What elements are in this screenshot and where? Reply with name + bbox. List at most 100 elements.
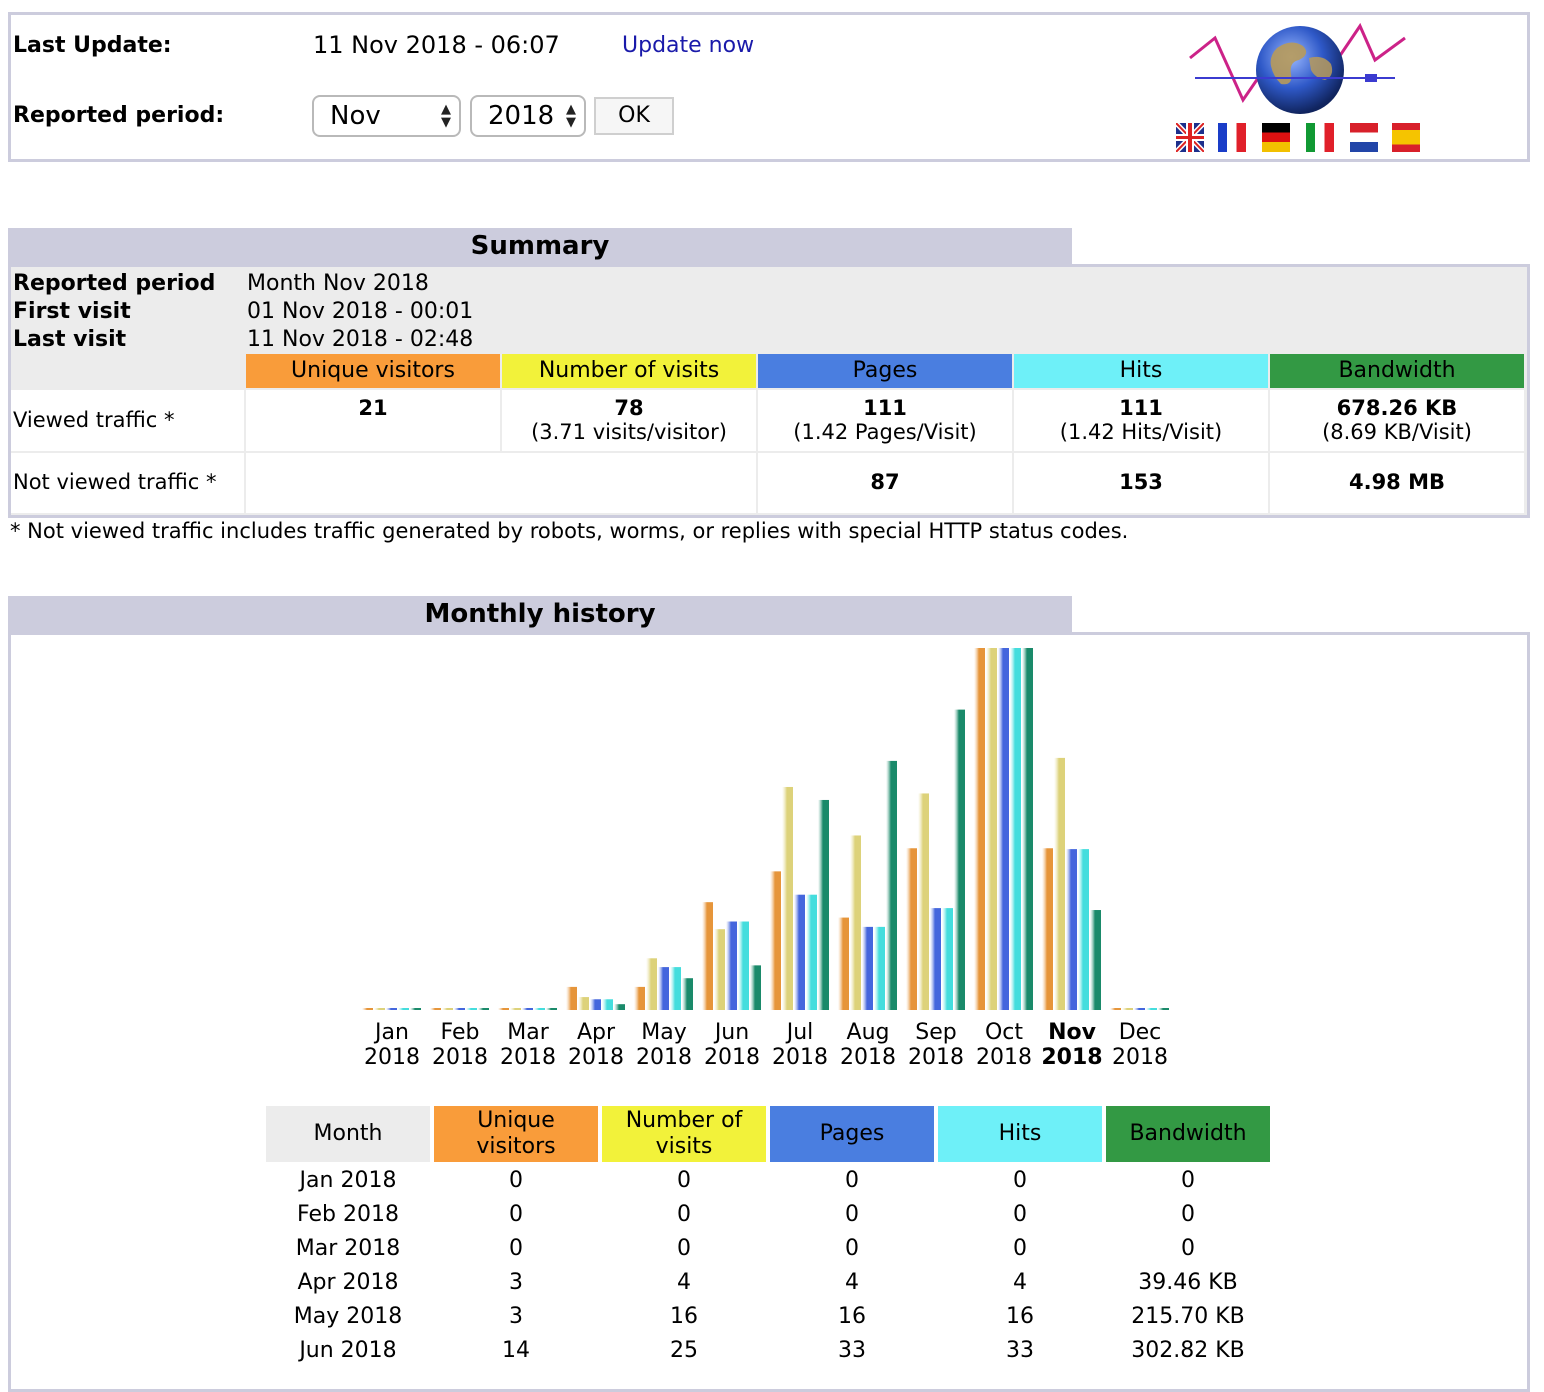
- x-tick-label: Jul 2018: [766, 1020, 834, 1070]
- viewed-bandwidth-cell: 678.26 KB (8.69 KB/Visit): [1270, 390, 1524, 451]
- bar-hits-dec-2018: [1146, 1008, 1157, 1010]
- bar-unique-visitors-nov-2018: [1042, 848, 1053, 1010]
- update-now-link[interactable]: Update now: [622, 33, 755, 58]
- x-tick-label: May 2018: [630, 1020, 698, 1070]
- bar-number-of-visits-mar-2018: [510, 1008, 521, 1010]
- viewed-bandwidth-sub: (8.69 KB/Visit): [1322, 420, 1472, 444]
- month-select-value: Nov: [330, 101, 381, 131]
- x-tick-label-line: 2018: [364, 1045, 420, 1070]
- italy-flag-icon[interactable]: [1306, 123, 1334, 152]
- viewed-hits-value: 111: [1119, 396, 1163, 420]
- viewed-hits-cell: 111 (1.42 Hits/Visit): [1014, 390, 1268, 451]
- monthly-chart: Jan 2018 Feb 2018 Mar 2018 Apr 2018 May 2018 Jun 20…: [362, 648, 1169, 1070]
- bar-bandwidth-may-2018: [682, 978, 693, 1010]
- viewed-hits-sub: (1.42 Hits/Visit): [1059, 420, 1223, 444]
- bar-unique-visitors-aug-2018: [838, 917, 849, 1010]
- bar-unique-visitors-sep-2018: [906, 848, 917, 1010]
- history-cell-visits: 16: [670, 1304, 698, 1329]
- th-hits: Hits: [938, 1106, 1102, 1162]
- bar-bandwidth-nov-2018: [1090, 910, 1101, 1010]
- bar-pages-apr-2018: [590, 999, 601, 1010]
- th-unique-line2: visitors: [476, 1134, 556, 1159]
- x-tick-label: Oct 2018: [970, 1020, 1038, 1070]
- uk-flag-icon[interactable]: [1176, 123, 1204, 152]
- history-cell-month: Mar 2018: [295, 1236, 401, 1261]
- bar-number-of-visits-feb-2018: [442, 1008, 453, 1010]
- germany-flag-icon[interactable]: [1262, 123, 1290, 152]
- bar-unique-visitors-jul-2018: [770, 871, 781, 1010]
- year-select-value: 2018: [488, 101, 555, 131]
- x-tick-label-line: Jul: [786, 1020, 814, 1045]
- history-cell-unique: 3: [509, 1304, 523, 1329]
- last-visit-value: 11 Nov 2018 - 02:48: [247, 327, 474, 352]
- x-tick-label-line: Oct: [984, 1020, 1024, 1045]
- bar-hits-jun-2018: [738, 921, 749, 1010]
- viewed-traffic-label: Viewed traffic *: [11, 390, 244, 451]
- not-viewed-traffic-label: Not viewed traffic *: [11, 453, 244, 513]
- bar-hits-sep-2018: [942, 908, 953, 1010]
- viewed-pages-value: 111: [863, 396, 907, 420]
- bar-pages-jun-2018: [726, 921, 737, 1010]
- bar-bandwidth-sep-2018: [954, 709, 965, 1010]
- history-cell-bandwidth: 215.70 KB: [1131, 1304, 1245, 1329]
- history-cell-visits: 0: [677, 1168, 691, 1193]
- x-tick-label-line: 2018: [908, 1045, 964, 1070]
- th-number-of-visits: Number of visits: [602, 1106, 766, 1162]
- x-tick-label-line: 2018: [1112, 1045, 1168, 1070]
- col-hits: Hits: [1014, 354, 1268, 388]
- th-month: Month: [266, 1106, 430, 1162]
- x-tick-label-line: 2018: [500, 1045, 556, 1070]
- select-arrows-icon: ▲ ▼: [566, 102, 576, 130]
- history-cell-month: Jan 2018: [299, 1168, 397, 1193]
- bar-hits-may-2018: [670, 967, 681, 1010]
- x-tick-label-line: Mar: [507, 1020, 549, 1045]
- not-viewed-pages-value: 87: [758, 453, 1012, 513]
- bar-number-of-visits-jan-2018: [374, 1008, 385, 1010]
- bar-bandwidth-feb-2018: [478, 1008, 489, 1010]
- x-tick-label-line: 2018: [840, 1045, 896, 1070]
- bar-number-of-visits-sep-2018: [918, 793, 929, 1010]
- bar-hits-jan-2018: [398, 1008, 409, 1010]
- history-cell-hits: 0: [1013, 1168, 1027, 1193]
- history-cell-unique: 14: [502, 1338, 530, 1363]
- history-cell-hits: 4: [1013, 1270, 1027, 1295]
- history-cell-bandwidth: 0: [1181, 1202, 1195, 1227]
- bar-unique-visitors-dec-2018: [1110, 1008, 1121, 1010]
- x-tick-label-line: Apr: [576, 1020, 616, 1045]
- bar-number-of-visits-jun-2018: [714, 929, 725, 1010]
- reported-period-value: Month Nov 2018: [247, 271, 429, 296]
- ok-button[interactable]: OK: [594, 97, 674, 135]
- history-cell-bandwidth: 0: [1181, 1168, 1195, 1193]
- bar-unique-visitors-jan-2018: [362, 1008, 373, 1010]
- bar-number-of-visits-nov-2018: [1054, 757, 1065, 1010]
- x-tick-label-line: Dec: [1118, 1020, 1162, 1045]
- not-viewed-footnote: * Not viewed traffic includes traffic ge…: [10, 519, 1129, 543]
- bar-bandwidth-mar-2018: [546, 1008, 557, 1010]
- netherlands-flag-icon[interactable]: [1350, 123, 1378, 152]
- summary-frame: [8, 264, 1530, 518]
- history-cell-unique: 0: [509, 1236, 523, 1261]
- bar-hits-mar-2018: [534, 1008, 545, 1010]
- bar-bandwidth-aug-2018: [886, 760, 897, 1010]
- bar-unique-visitors-oct-2018: [974, 648, 985, 1010]
- history-cell-hits: 16: [1006, 1304, 1034, 1329]
- bar-unique-visitors-apr-2018: [566, 986, 577, 1010]
- x-tick-label-line: Feb: [440, 1020, 480, 1045]
- bar-pages-nov-2018: [1066, 849, 1077, 1010]
- spain-flag-icon[interactable]: [1392, 123, 1420, 152]
- bar-number-of-visits-jul-2018: [782, 786, 793, 1010]
- bar-hits-feb-2018: [466, 1008, 477, 1010]
- bar-bandwidth-apr-2018: [614, 1004, 625, 1010]
- x-tick-label-line: Aug: [846, 1020, 890, 1045]
- x-tick-label-line: 2018: [636, 1045, 692, 1070]
- history-cell-visits: 4: [677, 1270, 691, 1295]
- history-cell-visits: 0: [677, 1236, 691, 1261]
- viewed-unique-value: 21: [358, 396, 388, 420]
- bar-number-of-visits-dec-2018: [1122, 1008, 1133, 1010]
- year-select[interactable]: 2018 ▲ ▼: [470, 95, 586, 137]
- month-select[interactable]: Nov ▲ ▼: [312, 95, 461, 137]
- viewed-pages-sub: (1.42 Pages/Visit): [793, 420, 977, 444]
- france-flag-icon[interactable]: [1218, 123, 1246, 152]
- bar-bandwidth-jun-2018: [750, 965, 761, 1010]
- x-tick-label: Aug 2018: [834, 1020, 902, 1070]
